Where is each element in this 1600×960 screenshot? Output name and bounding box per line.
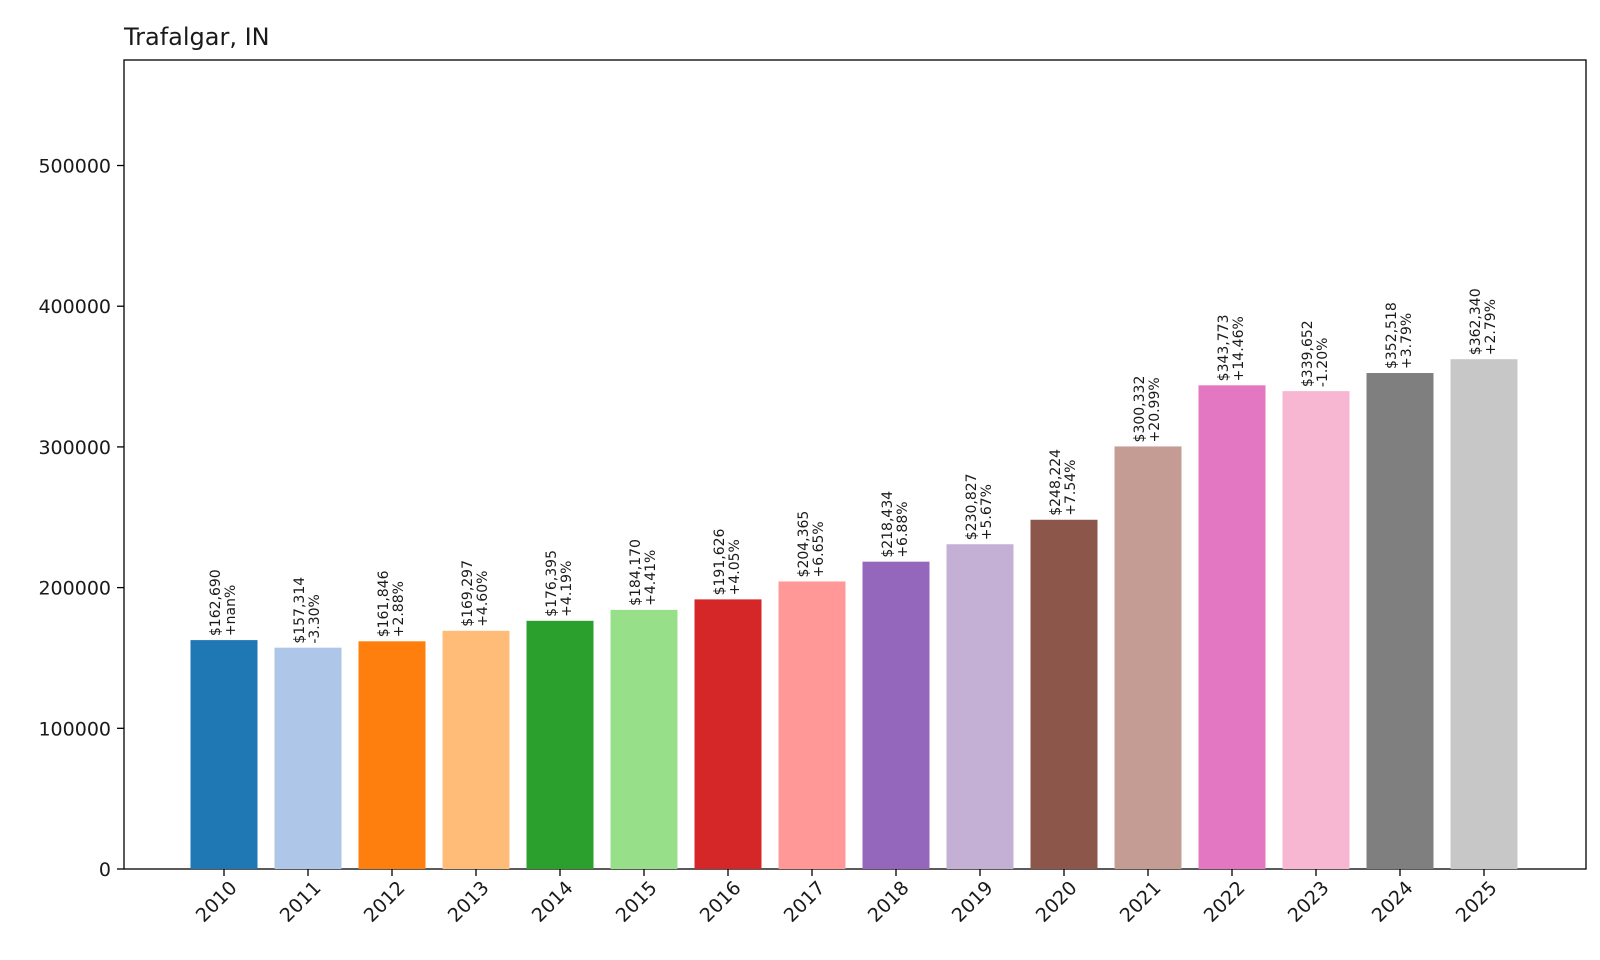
x-tick-label: 2013 bbox=[444, 877, 494, 927]
bar-value-label: $191,626 bbox=[712, 528, 728, 595]
bar bbox=[442, 630, 510, 869]
bar-data-label: $230,827+5.67% bbox=[964, 473, 995, 540]
bar-change-label: +2.79% bbox=[1483, 299, 1499, 355]
x-tick-label: 2017 bbox=[780, 877, 830, 927]
bar-value-label: $161,846 bbox=[376, 570, 392, 637]
x-tick-label: 2023 bbox=[1284, 877, 1334, 927]
data-labels-group: $162,690+nan% $157,314-3.30% $161,846+2.88… bbox=[208, 288, 1499, 643]
bar-change-label: +7.54% bbox=[1063, 460, 1079, 516]
bar bbox=[1366, 373, 1434, 869]
bar-change-label: +4.19% bbox=[559, 561, 575, 617]
bar-data-label: $161,846+2.88% bbox=[376, 570, 407, 637]
x-tick-label: 2015 bbox=[612, 877, 662, 927]
x-tick-label: 2024 bbox=[1368, 877, 1418, 927]
bar-data-label: $176,395+4.19% bbox=[544, 550, 575, 617]
chart-title: Trafalgar, IN bbox=[123, 23, 270, 51]
x-tick-label: 2019 bbox=[948, 877, 998, 927]
bar-data-label: $218,434+6.88% bbox=[880, 491, 911, 558]
x-tick-label: 2016 bbox=[696, 877, 746, 927]
bar-change-label: +14.46% bbox=[1231, 316, 1247, 381]
bar-change-label: +4.60% bbox=[475, 571, 491, 627]
x-tick-label: 2020 bbox=[1032, 877, 1082, 927]
x-tick-label: 2018 bbox=[864, 877, 914, 927]
bar-change-label: +4.41% bbox=[643, 550, 659, 606]
bar-change-label: +6.88% bbox=[895, 501, 911, 557]
bar-data-label: $352,518+3.79% bbox=[1384, 302, 1415, 369]
bar-value-label: $176,395 bbox=[544, 550, 560, 617]
bar-data-label: $169,297+4.60% bbox=[460, 560, 491, 627]
bar-value-label: $218,434 bbox=[880, 491, 896, 558]
x-tick-label: 2010 bbox=[192, 877, 242, 927]
bar-value-label: $352,518 bbox=[1384, 302, 1400, 369]
bar-data-label: $248,224+7.54% bbox=[1048, 449, 1079, 516]
bar-change-label: +nan% bbox=[223, 585, 239, 636]
bar-change-label: +2.88% bbox=[391, 581, 407, 637]
bar-value-label: $343,773 bbox=[1216, 315, 1232, 382]
x-axis: 2010 2011 2012 2013 2014 2015 2016 2017 2018 2019… bbox=[192, 869, 1502, 927]
bar-data-label: $184,170+4.41% bbox=[628, 539, 659, 606]
bar-value-label: $339,652 bbox=[1300, 320, 1316, 387]
bar-data-label: $162,690+nan% bbox=[208, 569, 239, 636]
bar-value-label: $248,224 bbox=[1048, 449, 1064, 516]
bar-value-label: $162,690 bbox=[208, 569, 224, 636]
x-tick-label: 2025 bbox=[1452, 877, 1502, 927]
y-axis: 0 100000 200000 300000 400000 500000 bbox=[38, 156, 124, 881]
y-tick-label: 500000 bbox=[38, 156, 111, 178]
bar bbox=[610, 609, 678, 869]
bar-value-label: $204,365 bbox=[796, 511, 812, 578]
bar bbox=[358, 641, 426, 869]
bar-data-label: $204,365+6.65% bbox=[796, 511, 827, 578]
y-tick-label: 200000 bbox=[38, 578, 111, 600]
bar-change-label: +4.05% bbox=[727, 539, 743, 595]
bar-data-label: $191,626+4.05% bbox=[712, 528, 743, 595]
bar-change-label: -3.30% bbox=[307, 594, 323, 644]
bar bbox=[1450, 359, 1518, 869]
bar-value-label: $300,332 bbox=[1132, 376, 1148, 443]
bar-data-label: $362,340+2.79% bbox=[1468, 288, 1499, 355]
bar bbox=[190, 640, 258, 869]
bar-change-label: +6.65% bbox=[811, 521, 827, 577]
bar-change-label: -1.20% bbox=[1315, 338, 1331, 388]
bar bbox=[946, 544, 1014, 869]
bar-data-label: $339,652-1.20% bbox=[1300, 320, 1331, 387]
x-tick-label: 2022 bbox=[1200, 877, 1250, 927]
bar-change-label: +3.79% bbox=[1399, 313, 1415, 369]
x-tick-label: 2012 bbox=[360, 877, 410, 927]
bar-data-label: $300,332+20.99% bbox=[1132, 376, 1163, 443]
bar-value-label: $230,827 bbox=[964, 473, 980, 540]
bar-change-label: +20.99% bbox=[1147, 377, 1163, 442]
bars-group bbox=[190, 359, 1518, 869]
bar-data-label: $157,314-3.30% bbox=[292, 577, 323, 644]
bar bbox=[694, 599, 762, 869]
bar bbox=[526, 620, 594, 869]
y-tick-label: 300000 bbox=[38, 437, 111, 459]
x-tick-label: 2014 bbox=[528, 877, 578, 927]
x-tick-label: 2011 bbox=[276, 877, 326, 927]
y-tick-label: 400000 bbox=[38, 296, 111, 318]
bar bbox=[778, 581, 846, 869]
x-tick-label: 2021 bbox=[1116, 877, 1166, 927]
bar-value-label: $362,340 bbox=[1468, 288, 1484, 355]
y-tick-label: 100000 bbox=[38, 718, 111, 740]
bar-value-label: $184,170 bbox=[628, 539, 644, 606]
bar-value-label: $157,314 bbox=[292, 577, 308, 644]
bar-data-label: $343,773+14.46% bbox=[1216, 315, 1247, 382]
bar bbox=[862, 561, 930, 869]
bar bbox=[1198, 385, 1266, 869]
bar-change-label: +5.67% bbox=[979, 484, 995, 540]
bar bbox=[1114, 446, 1182, 869]
y-tick-label: 0 bbox=[99, 859, 111, 881]
bar bbox=[1282, 391, 1350, 869]
bar-value-label: $169,297 bbox=[460, 560, 476, 627]
bar bbox=[1030, 519, 1098, 869]
bar bbox=[274, 647, 342, 869]
